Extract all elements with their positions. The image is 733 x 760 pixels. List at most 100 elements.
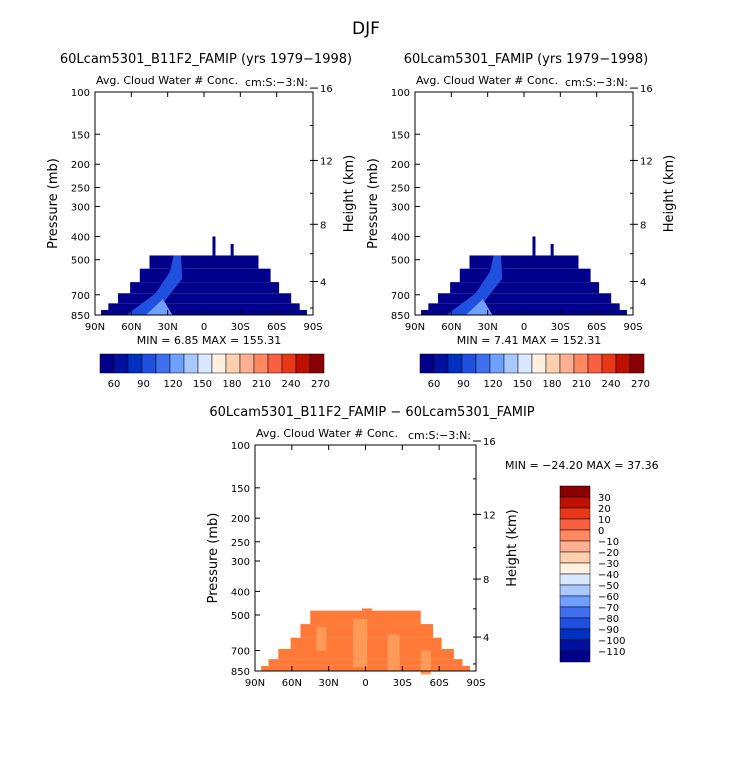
colorbar-label: −60	[598, 592, 619, 603]
y-axis-title: Pressure (mb)	[366, 158, 381, 249]
colorbar-label: 120	[163, 379, 182, 390]
pressure-tick-label: 500	[391, 256, 410, 267]
contour-patch	[353, 619, 368, 668]
field-label: Avg. Cloud Water # Conc.	[256, 427, 398, 440]
panel-title: 60Lcam5301_FAMIP (yrs 1979−1998)	[404, 52, 649, 67]
lat-tick-label: 0	[521, 322, 527, 333]
height-tick-label: 8	[483, 575, 489, 586]
colorbar-label: 180	[542, 379, 561, 390]
pressure-tick-label: 150	[71, 130, 90, 141]
contour-spike	[212, 236, 216, 256]
panel-title: 60Lcam5301_B11F2_FAMIP (yrs 1979−1998)	[60, 52, 352, 67]
contour-band	[108, 303, 300, 310]
y2-axis-title: Height (km)	[505, 509, 520, 586]
pressure-tick-label: 300	[71, 202, 90, 213]
lat-tick-label: 90N	[245, 678, 265, 689]
y2-axis-title: Height (km)	[662, 155, 677, 232]
colorbar-label: 10	[598, 515, 611, 526]
colorbar-top-left: 60 90 120 150 180 210 240 270	[99, 353, 330, 390]
contour-field	[421, 236, 627, 315]
lat-tick-label: 30S	[393, 678, 412, 689]
height-tick-label: 12	[320, 156, 333, 167]
lat-tick-label: 90N	[405, 322, 425, 333]
colorbar-swatch	[475, 353, 491, 374]
pressure-tick-label: 400	[231, 587, 250, 598]
colorbar-diff: 3020100−10−20−30−40−50−60−70−80−90−100−1…	[559, 485, 625, 663]
pressure-tick-label: 100	[231, 441, 250, 452]
pressure-tick-label: 500	[71, 256, 90, 267]
colorbar-swatch	[587, 353, 603, 374]
contour-tongue	[126, 255, 183, 315]
height-tick-label: 12	[640, 156, 653, 167]
colorbar-swatch	[517, 353, 533, 374]
colorbar-label: 150	[193, 379, 212, 390]
contour-spike	[361, 608, 372, 611]
colorbar-swatch	[615, 353, 631, 374]
colorbar-label: −40	[598, 570, 619, 581]
colorbar-label: 210	[252, 379, 271, 390]
lat-tick-label: 30S	[231, 322, 250, 333]
pressure-tick-label: 850	[391, 311, 410, 322]
colorbar-swatch	[559, 628, 591, 641]
colorbar-label: 30	[598, 493, 611, 504]
colorbar-swatch	[183, 353, 199, 374]
colorbar-label: −100	[598, 636, 625, 647]
colorbar-swatch	[295, 353, 311, 374]
colorbar-label: −50	[598, 581, 619, 592]
contour-spike	[230, 243, 234, 256]
lat-tick-label: 90S	[303, 322, 322, 333]
colorbar-swatch	[127, 353, 143, 374]
colorbar-label: 270	[631, 379, 650, 390]
lat-tick-label: 60S	[430, 678, 449, 689]
colorbar-swatch	[629, 353, 645, 374]
contour-band	[130, 282, 280, 294]
height-tick-label: 16	[640, 84, 653, 95]
colorbar-label: 0	[598, 526, 604, 537]
colorbar-label: 270	[311, 379, 330, 390]
contour-band	[149, 255, 259, 269]
min-max-text: MIN = −24.20 MAX = 37.36	[505, 459, 659, 472]
colorbar-label: −10	[598, 537, 619, 548]
colorbar-swatch	[559, 496, 591, 509]
colorbar-swatch	[155, 353, 171, 374]
min-max-text: MIN = 6.85 MAX = 155.31	[137, 334, 281, 347]
panel-3: 60Lcam5301_B11F2_FAMIP − 60Lcam5301_FAMI…	[206, 405, 659, 689]
region-label: cm:S:−3:N:	[408, 429, 471, 442]
lat-tick-label: 30N	[319, 678, 339, 689]
lat-tick-label: 60S	[587, 322, 606, 333]
lat-tick-label: 60N	[282, 678, 302, 689]
colorbar-swatch	[197, 353, 213, 374]
colorbar-swatch	[225, 353, 241, 374]
colorbar-label: 180	[222, 379, 241, 390]
colorbar-swatch	[559, 650, 591, 663]
colorbar-swatch	[559, 551, 591, 564]
colorbar-swatch	[99, 353, 115, 374]
lat-tick-label: 90S	[466, 678, 485, 689]
colorbar-label: 120	[483, 379, 502, 390]
colorbar-swatch	[559, 485, 591, 498]
colorbar-swatch	[253, 353, 269, 374]
field-label: Avg. Cloud Water # Conc.	[416, 74, 558, 87]
lat-tick-label: 90S	[623, 322, 642, 333]
pressure-tick-label: 100	[391, 88, 410, 99]
colorbar-swatch	[433, 353, 449, 374]
panel-title: 60Lcam5301_B11F2_FAMIP − 60Lcam5301_FAMI…	[209, 405, 534, 420]
colorbar-swatch	[239, 353, 255, 374]
contour-band	[438, 293, 612, 304]
pressure-tick-label: 100	[71, 88, 90, 99]
lat-tick-label: 60N	[121, 322, 141, 333]
colorbar-swatch	[573, 353, 589, 374]
contour-core	[145, 299, 173, 315]
colorbar-swatch	[503, 353, 519, 374]
colorbar-swatch	[559, 562, 591, 575]
region-label: cm:S:−3:N:	[565, 76, 628, 89]
colorbar-label: −70	[598, 603, 619, 614]
colorbar-swatch	[559, 529, 591, 542]
colorbar-swatch	[559, 606, 591, 619]
colorbar-swatch	[531, 353, 547, 374]
contour-band	[459, 268, 591, 283]
panel-1: 60Lcam5301_B11F2_FAMIP (yrs 1979−1998) Av…	[46, 52, 357, 347]
lat-tick-label: 30S	[551, 322, 570, 333]
height-tick-label: 12	[483, 510, 496, 521]
